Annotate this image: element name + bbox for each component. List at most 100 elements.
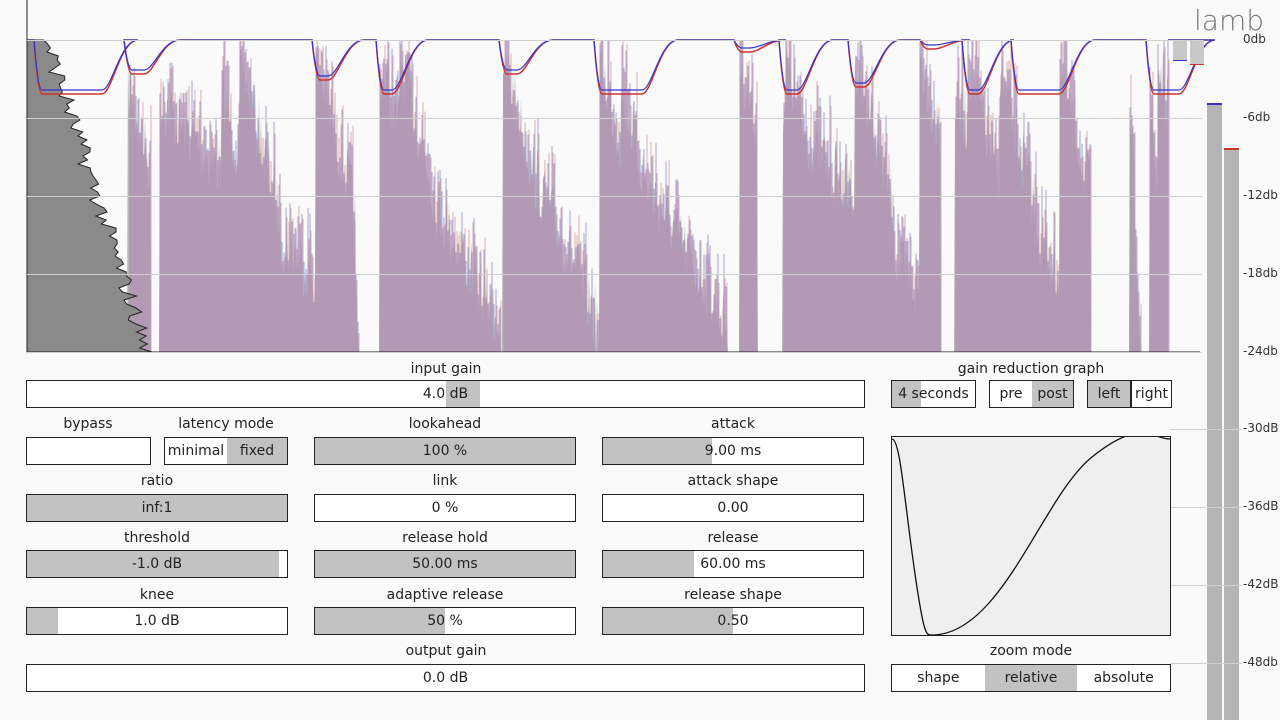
link-label: link xyxy=(432,473,458,489)
db-tick-label: 0db xyxy=(1243,32,1266,46)
output-gain-label: output gain xyxy=(405,643,487,659)
attack-slider[interactable]: 9.00 ms xyxy=(602,437,864,465)
input-gain-value: 4.0 dB xyxy=(422,386,469,402)
latency-mode-selector[interactable]: minimal fixed xyxy=(164,437,288,465)
latency-mode-fixed[interactable]: fixed xyxy=(227,438,287,464)
db-gridline xyxy=(27,40,1202,41)
zoom-shape-option[interactable]: shape xyxy=(917,670,960,686)
gr-meter-left-small xyxy=(1173,40,1187,60)
adaptive-release-value: 50 % xyxy=(427,613,463,629)
db-gridline xyxy=(27,118,1202,119)
right-channel-option[interactable]: right xyxy=(1135,386,1168,402)
ratio-label: ratio xyxy=(140,473,174,489)
db-tick-label: -42dB xyxy=(1243,577,1279,591)
threshold-slider[interactable]: -1.0 dB xyxy=(26,550,288,578)
lookahead-slider[interactable]: 100 % xyxy=(314,437,576,465)
pre-option[interactable]: pre xyxy=(999,386,1023,402)
link-value: 0 % xyxy=(431,500,459,516)
release-hold-slider[interactable]: 50.00 ms xyxy=(314,550,576,578)
db-tick-label: -30dB xyxy=(1243,421,1279,435)
envelope-shape-curve xyxy=(892,437,1170,635)
db-tick-label: -18db xyxy=(1243,266,1278,280)
threshold-fill xyxy=(27,551,280,577)
latency-mode-label: latency mode xyxy=(178,416,274,432)
graph-duration-slider[interactable]: 4 seconds xyxy=(891,380,976,408)
input-gain-slider[interactable]: 4.0 dB xyxy=(26,380,865,408)
threshold-value: -1.0 dB xyxy=(131,556,183,572)
left-channel-option[interactable]: left xyxy=(1088,381,1132,407)
output-gain-slider[interactable]: 0.0 dB xyxy=(26,664,865,692)
pre-post-selector[interactable]: pre post xyxy=(989,380,1074,408)
release-hold-label: release hold xyxy=(402,530,488,546)
knee-slider[interactable]: 1.0 dB xyxy=(26,607,288,635)
output-meter-left-peak xyxy=(1207,103,1222,105)
db-tick-label: -48db xyxy=(1243,655,1278,669)
lookahead-fill xyxy=(315,438,575,464)
attack-fill xyxy=(603,438,713,464)
lookahead-label: lookahead xyxy=(408,416,482,432)
output-meter-right xyxy=(1224,150,1239,720)
db-tick-label: -6db xyxy=(1243,110,1271,124)
db-tick-label: -12db xyxy=(1243,188,1278,202)
bypass-value xyxy=(27,438,150,464)
waveform-right-trace xyxy=(130,40,1170,352)
db-gridline xyxy=(27,274,1202,275)
graph-duration-value: 4 seconds xyxy=(898,386,969,402)
release-shape-fill xyxy=(603,608,733,634)
release-slider[interactable]: 60.00 ms xyxy=(602,550,864,578)
db-gridline xyxy=(1170,507,1242,508)
release-fill xyxy=(603,551,694,577)
output-meter-left xyxy=(1207,104,1222,720)
ratio-slider[interactable]: inf:1 xyxy=(26,494,288,522)
zoom-relative-option[interactable]: relative xyxy=(984,665,1078,691)
zoom-mode-label: zoom mode xyxy=(989,643,1073,659)
release-hold-value: 50.00 ms xyxy=(412,556,478,572)
attack-value: 9.00 ms xyxy=(704,443,762,459)
release-shape-value: 0.50 xyxy=(717,613,749,629)
knee-label: knee xyxy=(139,587,175,603)
release-shape-label: release shape xyxy=(684,587,782,603)
output-gain-value: 0.0 dB xyxy=(422,670,469,686)
waveform-left-trace xyxy=(129,40,1169,352)
db-gridline xyxy=(1170,663,1242,664)
input-gain-fill xyxy=(445,381,481,407)
link-slider[interactable]: 0 % xyxy=(314,494,576,522)
knee-fill xyxy=(27,608,59,634)
lookahead-value: 100 % xyxy=(422,443,468,459)
gain-reduction-right-line xyxy=(27,39,1216,95)
release-hold-fill xyxy=(315,551,575,577)
output-meter-right-peak xyxy=(1224,148,1239,150)
release-value: 60.00 ms xyxy=(700,556,766,572)
db-tick-label: -24db xyxy=(1243,344,1278,358)
threshold-label: threshold xyxy=(124,530,190,546)
adaptive-release-slider[interactable]: 50 % xyxy=(314,607,576,635)
attack-label: attack xyxy=(711,416,755,432)
latency-mode-minimal[interactable]: minimal xyxy=(167,443,225,459)
ratio-value: inf:1 xyxy=(141,500,173,516)
zoom-absolute-option[interactable]: absolute xyxy=(1093,670,1154,686)
adaptive-release-fill xyxy=(315,608,445,634)
gain-reduction-left-line xyxy=(27,39,1216,91)
release-label: release xyxy=(707,530,759,546)
post-option[interactable]: post xyxy=(1032,381,1073,407)
knee-value: 1.0 dB xyxy=(134,613,180,629)
attack-shape-slider[interactable]: 0.00 xyxy=(602,494,864,522)
ratio-fill xyxy=(27,495,287,521)
bypass-toggle[interactable] xyxy=(26,437,151,465)
attack-shape-label: attack shape xyxy=(687,473,779,489)
zoom-mode-selector[interactable]: shape relative absolute xyxy=(891,664,1171,692)
attack-shape-value: 0.00 xyxy=(717,500,749,516)
adaptive-release-label: adaptive release xyxy=(386,587,504,603)
db-gridline xyxy=(1170,585,1242,586)
db-gridline xyxy=(27,196,1202,197)
gr-meter-right-marker xyxy=(1190,64,1204,65)
gain-reduction-graph-label: gain reduction graph xyxy=(957,361,1105,377)
shape-preview xyxy=(891,436,1171,636)
gr-meter-left-marker xyxy=(1173,60,1187,61)
release-shape-slider[interactable]: 0.50 xyxy=(602,607,864,635)
db-gridline xyxy=(27,352,1202,353)
input-gain-label: input gain xyxy=(410,361,482,377)
bypass-label: bypass xyxy=(63,416,113,432)
channel-selector[interactable]: left right xyxy=(1087,380,1172,408)
db-tick-label: -36dB xyxy=(1243,499,1279,513)
